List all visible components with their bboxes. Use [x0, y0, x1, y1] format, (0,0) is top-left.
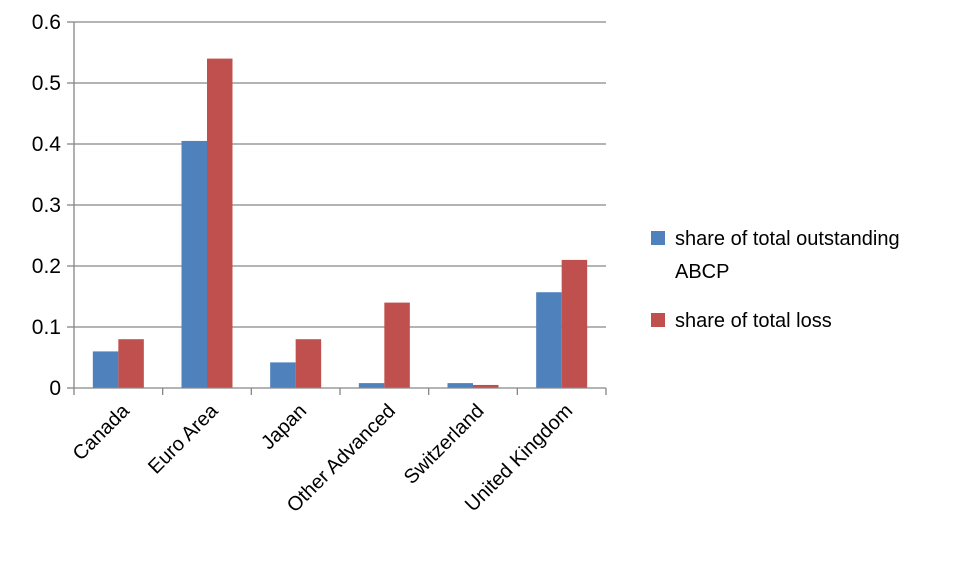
bar-outstanding-abcp-euro-area	[181, 140, 207, 388]
x-tick-label: Japan	[257, 400, 311, 454]
bar-outstanding-abcp-switzerland	[447, 383, 473, 388]
bar-total-loss-euro-area	[207, 58, 233, 388]
y-tick-label: 0.3	[32, 194, 61, 217]
bar-total-loss-united-kingdom	[561, 259, 588, 388]
legend-label: share of total loss	[675, 310, 832, 332]
legend-swatch	[651, 231, 665, 245]
y-tick-labels: 0 0.1 0.2 0.3 0.4 0.5 0.6	[32, 11, 62, 400]
bar-outstanding-abcp-japan	[270, 362, 296, 388]
bar-outstanding-abcp-united-kingdom	[536, 292, 562, 388]
x-tick-label: Switzerland	[400, 400, 489, 489]
y-tick-label: 0.1	[32, 316, 61, 339]
legend-label: ABCP	[675, 261, 729, 283]
y-tick-label: 0	[49, 377, 61, 400]
bar-total-loss-japan	[295, 339, 322, 388]
x-tick-label: Euro Area	[144, 399, 223, 478]
y-tick-label: 0.6	[32, 11, 61, 34]
bar-total-loss-canada	[118, 339, 144, 388]
legend-swatch	[651, 313, 665, 327]
bar-outstanding-abcp-other-advanced	[358, 383, 385, 388]
bar-outstanding-abcp-canada	[92, 351, 119, 388]
y-tick-label: 0.5	[32, 72, 61, 95]
bar-total-loss-switzerland	[473, 384, 499, 388]
axes	[67, 21, 607, 395]
legend-label: share of total outstanding	[675, 228, 900, 250]
x-tick-label: Canada	[69, 399, 135, 465]
y-tick-label: 0.4	[32, 133, 62, 156]
y-tick-label: 0.2	[32, 255, 61, 278]
gridlines	[74, 21, 606, 328]
legend: share of total outstanding ABCP share of t…	[651, 228, 900, 332]
bar-total-loss-other-advanced	[384, 302, 410, 388]
bars	[92, 58, 588, 388]
